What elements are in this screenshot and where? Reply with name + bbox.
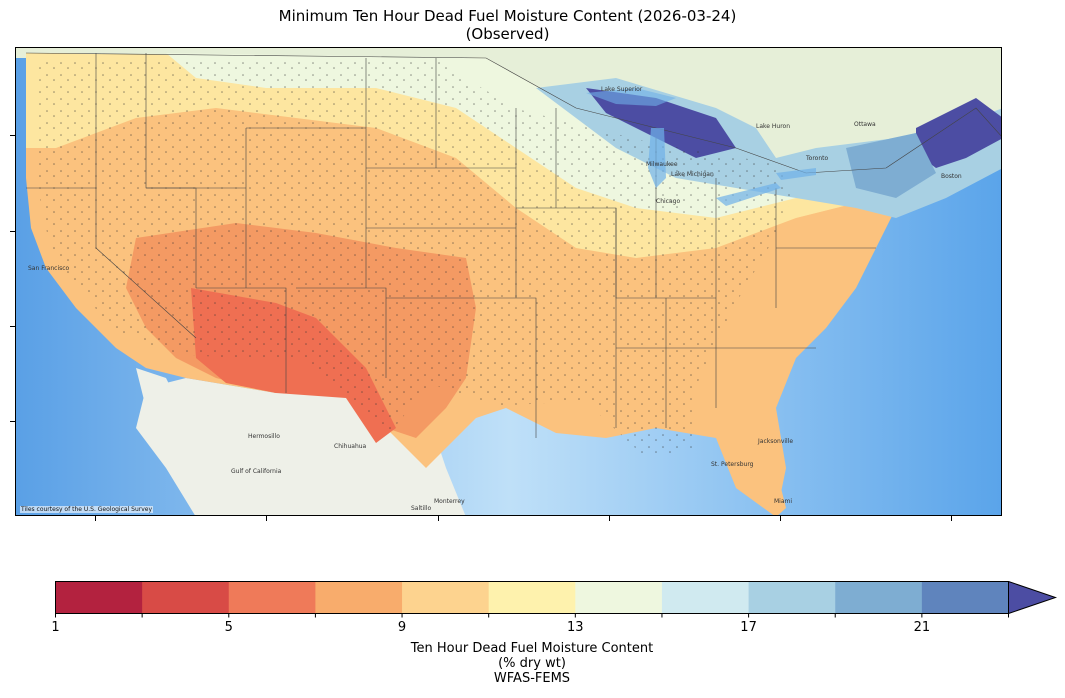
- colorbar-segment: [748, 581, 836, 614]
- map-y-tick: [10, 421, 15, 422]
- colorbar-segment: [315, 581, 403, 614]
- city-label: Chicago: [656, 198, 680, 205]
- colorbar-tick-label: 17: [740, 620, 757, 635]
- city-label: Lake Huron: [756, 123, 790, 130]
- state-borders: [25, 52, 1001, 438]
- colorbar-segment: [661, 581, 750, 614]
- fuel-zone-19-23-lakes: [586, 88, 736, 158]
- colorbar-label: Ten Hour Dead Fuel Moisture Content (% d…: [282, 641, 782, 686]
- city-label: Miami: [774, 498, 792, 505]
- colorbar-tick-label: 21: [913, 620, 931, 635]
- map-x-tick: [609, 516, 610, 521]
- fuel-zone-17-21-ne: [846, 133, 936, 198]
- city-label: Boston: [941, 173, 962, 180]
- map-title-line1: Minimum Ten Hour Dead Fuel Moisture Cont…: [278, 7, 737, 25]
- city-label: Chihuahua: [334, 443, 367, 450]
- florida: [716, 428, 786, 515]
- colorbar-segment: [921, 581, 1009, 614]
- colorbar-tick-label: 5: [224, 620, 233, 635]
- city-label: Jacksonville: [757, 438, 793, 445]
- city-label: St. Petersburg: [711, 461, 754, 468]
- map-y-tick: [10, 135, 15, 136]
- map-x-tick: [438, 516, 439, 521]
- city-label: San Francisco: [28, 265, 70, 272]
- city-label: Milwaukee: [646, 161, 678, 168]
- map-canvas[interactable]: San Francisco Hermosillo Chihuahua Monte…: [16, 48, 1002, 516]
- colorbar-tick-label: 9: [397, 620, 407, 635]
- colorbar-tick-label: 13: [567, 620, 584, 635]
- city-label: Hermosillo: [248, 433, 280, 440]
- map-x-tick: [95, 516, 96, 521]
- map-x-tick: [266, 516, 267, 521]
- tile-attribution: Tiles courtesy of the U.S. Geological Su…: [20, 506, 154, 513]
- baja-land: [136, 368, 216, 493]
- colorbar-segment: [835, 581, 923, 614]
- colorbar-extend-arrow: [1008, 581, 1058, 615]
- colorbar-segment: [575, 581, 663, 614]
- city-label: Monterrey: [434, 498, 465, 505]
- colorbar-label-line3: WFAS-FEMS: [493, 671, 571, 686]
- colorbar-label-line1: Ten Hour Dead Fuel Moisture Content: [410, 641, 654, 656]
- colorbar-segment: [55, 581, 143, 614]
- city-label: Saltillo: [411, 505, 432, 512]
- colorbar-segment: [228, 581, 316, 614]
- city-label: Toronto: [805, 155, 828, 162]
- lake-erie: [716, 183, 781, 206]
- map-y-tick: [10, 326, 15, 327]
- lake-ontario: [776, 168, 816, 180]
- city-label: Lake Michigan: [671, 171, 714, 178]
- map-panel[interactable]: San Francisco Hermosillo Chihuahua Monte…: [15, 47, 1002, 516]
- map-x-tick: [780, 516, 781, 521]
- colorbar-segment: [402, 581, 490, 614]
- map-x-tick: [951, 516, 952, 521]
- colorbar-segment: [488, 581, 576, 614]
- map-y-tick: [10, 231, 15, 232]
- colorbar-segment: [142, 581, 230, 614]
- lake-superior: [586, 88, 676, 106]
- colorbar-label-line2: (% dry wt): [498, 656, 566, 671]
- city-label: Gulf of California: [231, 468, 282, 475]
- colorbar-outline: [55, 581, 1009, 614]
- fuel-zone-19-23-maine: [916, 98, 1001, 168]
- colorbar-tick-label: 1: [51, 620, 60, 635]
- lake-michigan: [648, 128, 666, 188]
- colorbar: [55, 581, 1058, 618]
- map-title-line2: (Observed): [465, 25, 550, 43]
- city-label: Ottawa: [854, 121, 876, 128]
- city-label: Lake Superior: [601, 86, 643, 93]
